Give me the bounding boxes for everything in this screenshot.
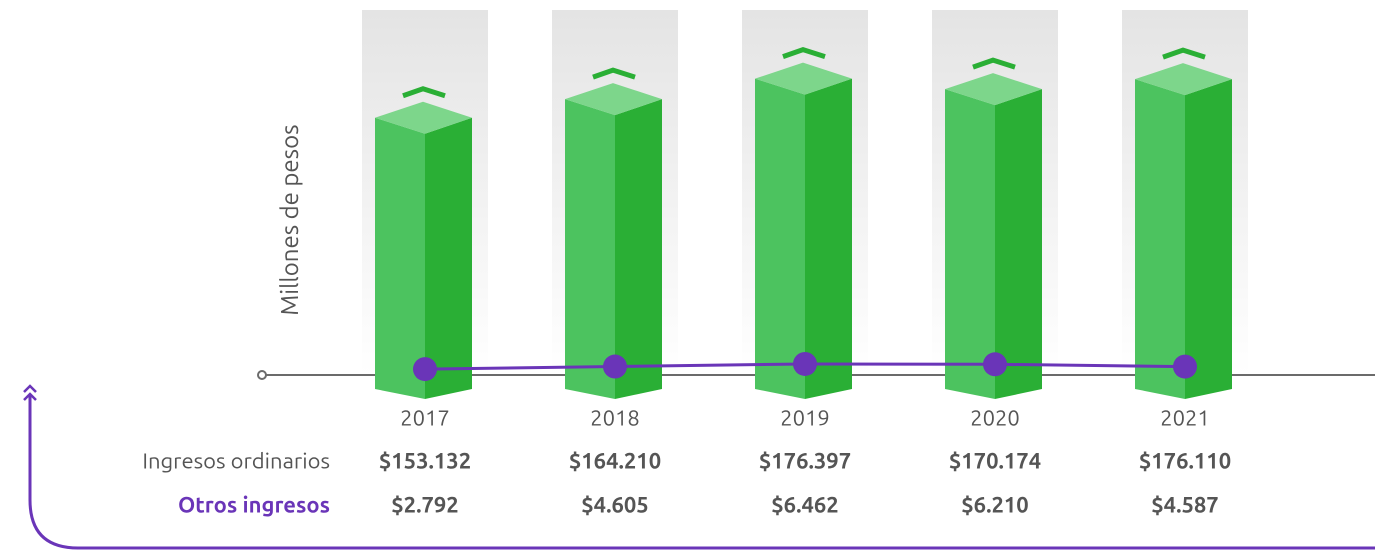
row-label: Otros ingresos: [178, 493, 330, 518]
bar-top: [375, 101, 472, 134]
bar: [1135, 47, 1232, 400]
value-label: $153.132: [379, 449, 471, 474]
line-point: [793, 351, 817, 376]
value-label: $170.174: [949, 449, 1041, 474]
bar-top: [755, 62, 852, 95]
row-label: Ingresos ordinarios: [142, 449, 330, 474]
value-label: $164.210: [569, 449, 661, 474]
bar-top: [1135, 63, 1232, 96]
value-label: $4.587: [1151, 493, 1218, 518]
x-tick-label: 2018: [590, 406, 640, 431]
bar-front: [945, 89, 995, 400]
up-chevrons: [23, 384, 37, 401]
x-tick-label: 2021: [1160, 406, 1210, 431]
bar-cap: [782, 47, 826, 60]
x-tick-label: 2020: [970, 406, 1020, 431]
bar-cap: [592, 67, 636, 80]
value-label: $6.462: [771, 493, 838, 518]
value-label: $176.397: [759, 449, 851, 474]
bar-cap: [972, 57, 1016, 70]
bar-cap: [1162, 47, 1206, 60]
bar-top: [945, 73, 1042, 106]
bar-front: [755, 78, 805, 399]
bar-front: [565, 99, 615, 399]
bar: [755, 47, 852, 399]
decorative-curve: [28, 395, 1375, 550]
bar-front: [375, 117, 425, 399]
line-point: [603, 354, 627, 379]
line-point: [983, 352, 1007, 377]
line-point: [413, 357, 437, 382]
line-point: [1173, 354, 1197, 379]
value-label: $4.605: [581, 493, 648, 518]
value-label: $176.110: [1139, 449, 1231, 474]
axis-origin: [257, 370, 267, 380]
bar-side: [995, 89, 1042, 400]
bar-side: [1185, 79, 1232, 400]
bar-top: [565, 83, 662, 116]
bar-front: [1135, 79, 1185, 400]
x-tick-label: 2017: [400, 406, 450, 431]
value-label: $6.210: [961, 493, 1028, 518]
bar-side: [805, 78, 852, 399]
x-tick-label: 2019: [780, 406, 830, 431]
y-axis-label: Millones de pesos: [276, 124, 303, 315]
bar: [375, 86, 472, 399]
value-label: $2.792: [391, 493, 458, 518]
bar: [565, 67, 662, 399]
bar: [945, 57, 1042, 400]
bar-side: [615, 99, 662, 399]
bar-cap: [402, 86, 446, 99]
bar-side: [425, 117, 472, 399]
